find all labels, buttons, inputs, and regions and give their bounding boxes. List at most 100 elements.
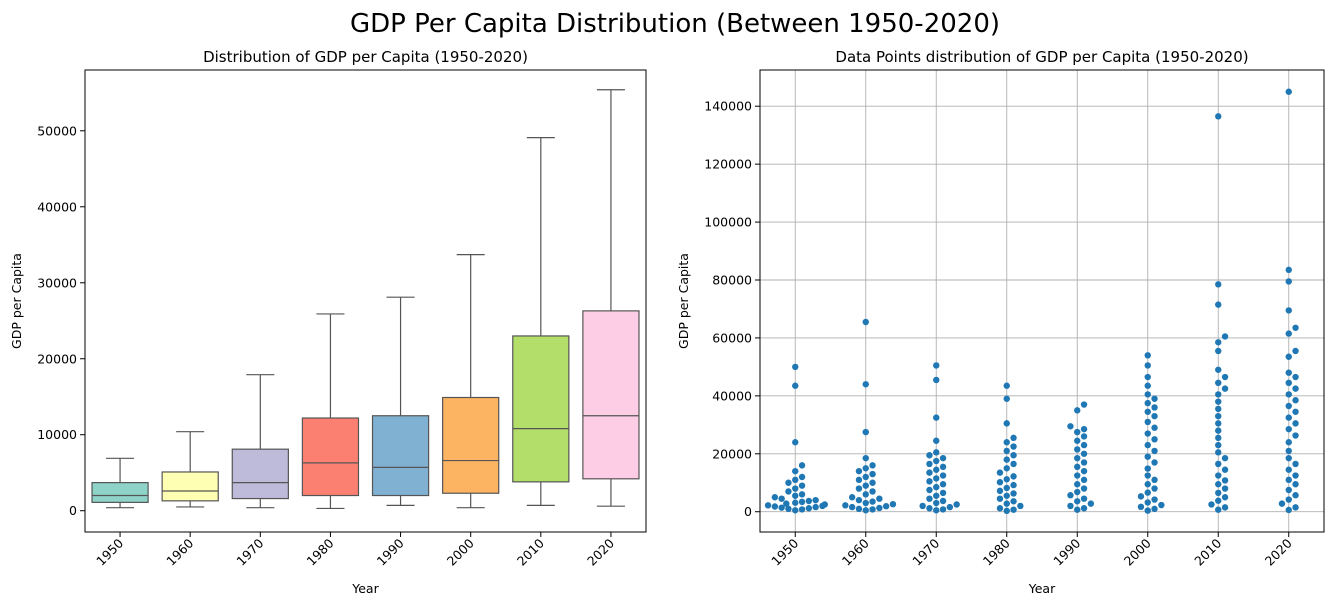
swarm-point [1279,500,1285,506]
y-tick-label: 20000 [37,351,77,366]
swarm-point [1010,473,1016,479]
swarm-point [863,507,869,513]
swarmplot-title: Data Points distribution of GDP per Capi… [835,48,1248,66]
swarm-point [772,494,778,500]
boxplot-panel: Distribution of GDP per Capita (1950-202… [9,48,646,596]
swarm-point [1004,485,1010,491]
x-tick-label: 2010 [514,535,547,568]
swarm-point [1286,380,1292,386]
swarm-point [1004,493,1010,499]
x-tick-label: 2010 [1191,535,1224,568]
box-1950 [92,458,148,507]
swarm-point [799,506,805,512]
swarm-point [1074,438,1080,444]
swarm-point [926,452,932,458]
boxplot-x-axis-label: Year [351,581,379,596]
swarm-point [1004,508,1010,514]
swarm-point [1292,504,1298,510]
swarm-point [812,497,818,503]
swarm-point [933,507,939,513]
swarm-point [778,495,784,501]
swarm-point [1286,278,1292,284]
swarm-point [953,501,959,507]
swarm-point [1215,461,1221,467]
x-tick-label: 2000 [1121,535,1154,568]
swarm-point [1215,301,1221,307]
swarm-point [1215,481,1221,487]
swarm-point [1074,498,1080,504]
swarm-point [876,505,882,511]
swarm-point [863,474,869,480]
box-iqr [443,398,499,494]
box-iqr [583,311,639,479]
swarm-point [1145,442,1151,448]
swarm-point [856,506,862,512]
swarm-point [876,495,882,501]
swarm-point [1292,397,1298,403]
box-1980 [302,314,358,509]
swarm-point [1145,499,1151,505]
swarm-point [1222,385,1228,391]
swarm-point [1215,413,1221,419]
swarm-point [1067,492,1073,498]
swarm-point [842,502,848,508]
swarm-point [933,362,939,368]
x-tick-label: 1960 [839,535,872,568]
swarm-point [1074,481,1080,487]
swarm-point [940,464,946,470]
box-iqr [232,449,288,498]
swarm-point [792,439,798,445]
box-1970 [232,375,288,508]
swarm-point [869,498,875,504]
y-tick-label: 140000 [704,99,752,114]
swarm-point [1292,325,1298,331]
box-iqr [162,472,218,501]
swarm-point [1286,487,1292,493]
swarm-point [1081,401,1087,407]
y-tick-label: 0 [744,504,752,519]
swarm-point [1074,455,1080,461]
swarm-point [806,498,812,504]
swarm-point [1010,452,1016,458]
swarm-point [765,502,771,508]
box-iqr [302,418,358,496]
swarm-point [1081,495,1087,501]
swarm-point [1215,435,1221,441]
swarm-point [1215,281,1221,287]
y-tick-label: 0 [69,503,77,518]
swarm-point [869,488,875,494]
swarm-point [933,438,939,444]
swarm-point [1286,448,1292,454]
swarm-point [933,484,939,490]
swarm-point [1151,425,1157,431]
swarm-point [1138,493,1144,499]
swarm-point [1010,443,1016,449]
swarm-point [1292,374,1298,380]
swarm-point [883,503,889,509]
x-tick-label: 1980 [980,535,1013,568]
swarm-point [1286,426,1292,432]
swarm-point [1145,419,1151,425]
swarm-point [1081,451,1087,457]
swarm-point [792,507,798,513]
swarm-1950 [765,364,828,514]
swarm-point [1004,476,1010,482]
swarm-point [1004,396,1010,402]
swarm-point [926,469,932,475]
swarm-point [1010,498,1016,504]
swarm-point [1215,442,1221,448]
box-2000 [443,255,499,508]
swarm-point [863,319,869,325]
swarm-point [1138,504,1144,510]
swarm-point [1151,459,1157,465]
y-tick-label: 100000 [704,215,752,230]
swarm-point [997,505,1003,511]
swarm-point [1067,503,1073,509]
y-tick-label: 80000 [712,273,752,288]
swarm-point [1222,477,1228,483]
swarm-point [1286,354,1292,360]
swarm-point [1286,267,1292,273]
swarm-point [1286,414,1292,420]
swarm-point [863,455,869,461]
swarm-point [997,469,1003,475]
